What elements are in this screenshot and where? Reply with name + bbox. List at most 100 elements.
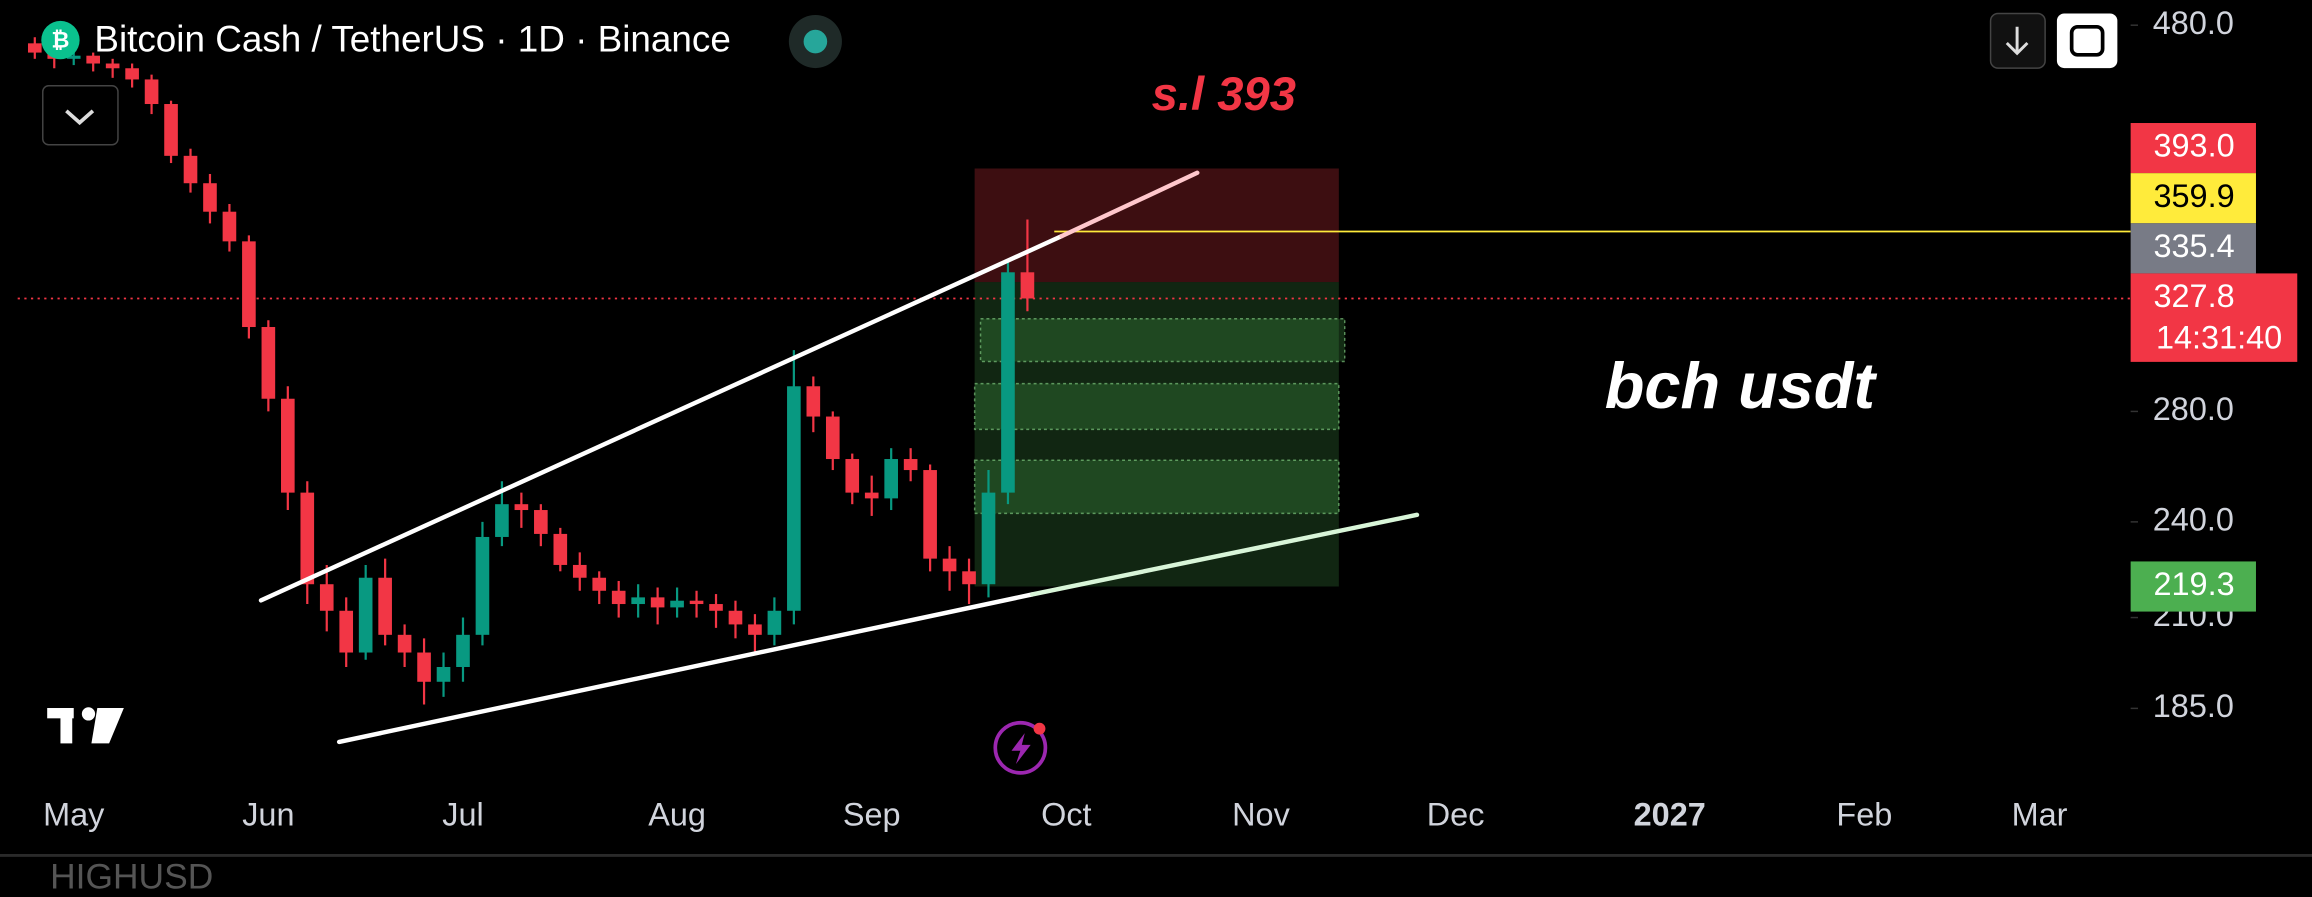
y-tick-label: 480.0 <box>2153 5 2234 41</box>
position-regions <box>974 168 1339 587</box>
tv-logo-part <box>81 707 96 721</box>
target-zone <box>979 318 1346 363</box>
candle-body <box>864 492 879 499</box>
candle-body <box>670 600 684 608</box>
countdown: 14:31:40 <box>2156 319 2282 355</box>
x-tick-label: Mar <box>2012 797 2068 833</box>
y-tick-label: 240.0 <box>2153 501 2234 537</box>
x-tick-label: Oct <box>1041 797 1091 833</box>
candle-body <box>436 666 451 682</box>
candle-body <box>86 55 100 64</box>
candle-body <box>300 492 315 585</box>
candle-body <box>1001 272 1015 493</box>
chart-title: Bitcoin Cash / TetherUS · 1D · Binance <box>94 18 730 59</box>
price-label: 359.9 <box>2153 178 2234 214</box>
price-label-box <box>2130 123 2256 174</box>
lower-trend-line-ext <box>1029 512 1420 597</box>
candle-body <box>164 104 178 156</box>
tv-logo-part <box>91 708 124 744</box>
candle-body <box>650 597 665 608</box>
fullscreen-button[interactable] <box>2056 13 2118 69</box>
candle-body <box>358 577 373 653</box>
fullscreen-icon <box>2069 24 2105 57</box>
candle-body <box>767 610 782 635</box>
tv-logo-part <box>47 708 74 719</box>
x-tick-label: Sep <box>843 797 901 833</box>
candle-body <box>144 79 159 105</box>
candle-body <box>923 470 937 559</box>
candle-body <box>787 386 801 611</box>
x-tick-label: May <box>43 797 105 833</box>
x-tick-label: Feb <box>1836 797 1892 833</box>
candle-body <box>1020 272 1035 299</box>
candle-body <box>378 577 392 635</box>
candle-body <box>748 624 762 635</box>
candle-body <box>981 492 996 585</box>
price-label-box <box>2130 273 2298 362</box>
candle-body <box>203 183 217 212</box>
candle-body <box>689 600 704 605</box>
annotation: bch usdt <box>1605 349 1878 422</box>
target-zone <box>974 282 1339 587</box>
candle-body <box>709 604 723 611</box>
symbol-logo <box>41 20 80 60</box>
candle-body <box>611 590 626 605</box>
bottom-symbol: HIGHUSD <box>50 857 213 896</box>
price-lines <box>17 230 2131 300</box>
price-label-box <box>2130 223 2256 274</box>
trend-lines <box>258 170 1420 745</box>
arrow-icon <box>2005 26 2029 56</box>
y-tick-label: 185.0 <box>2153 688 2234 724</box>
price-label-box <box>2130 561 2256 612</box>
x-tick-label: Dec <box>1427 797 1485 833</box>
price-label: 327.8 <box>2153 278 2234 314</box>
candle-body <box>942 558 957 572</box>
target-zone <box>973 382 1340 431</box>
tv-logo-part <box>60 708 73 744</box>
candle-body <box>417 652 431 682</box>
candle-body <box>66 55 81 59</box>
candle-body <box>105 63 120 69</box>
tv-logo <box>47 707 124 744</box>
price-label: 219.3 <box>2153 566 2234 602</box>
target-zones <box>973 318 1346 515</box>
x-tick-label: 2027 <box>1634 797 1706 833</box>
collapse-button[interactable] <box>42 85 119 146</box>
symbol-logo-glyph: ₿ <box>51 27 69 52</box>
candle-body <box>475 536 490 635</box>
candle-body <box>728 610 743 625</box>
annotation: s.l 393 <box>1152 67 1296 120</box>
lightning-icon <box>1011 733 1031 765</box>
candle-body <box>242 241 256 328</box>
candle-body <box>339 610 354 653</box>
upper-trend-line-ext <box>1059 170 1200 239</box>
candle-body <box>592 577 607 591</box>
candle-body <box>125 68 139 80</box>
candle-body <box>884 459 898 499</box>
chevron-icon <box>65 109 95 126</box>
candles <box>27 37 1035 705</box>
candle-body <box>456 634 470 667</box>
candle-body <box>222 211 237 242</box>
candle-body <box>572 564 587 578</box>
candle-body <box>903 459 918 471</box>
x-tick-label: Aug <box>648 797 706 833</box>
candle-body <box>553 533 568 565</box>
price-labels: 393.0 359.9 335.4 327.8 14:31:40 219.3 <box>2130 123 2298 612</box>
candle-body <box>183 155 198 184</box>
upper-trend-line <box>258 233 1064 603</box>
stop-loss-zone <box>974 168 1339 283</box>
candle-body <box>825 416 840 460</box>
y-tick-label: 280.0 <box>2153 391 2234 427</box>
events-button[interactable] <box>993 720 1048 775</box>
candle-body <box>962 571 976 585</box>
x-tick-label: Jul <box>442 797 483 833</box>
lower-trend-line <box>336 592 1035 745</box>
candle-body <box>495 504 509 537</box>
candle-body <box>27 43 42 53</box>
candle-body <box>397 634 412 653</box>
candle-body <box>806 386 821 417</box>
